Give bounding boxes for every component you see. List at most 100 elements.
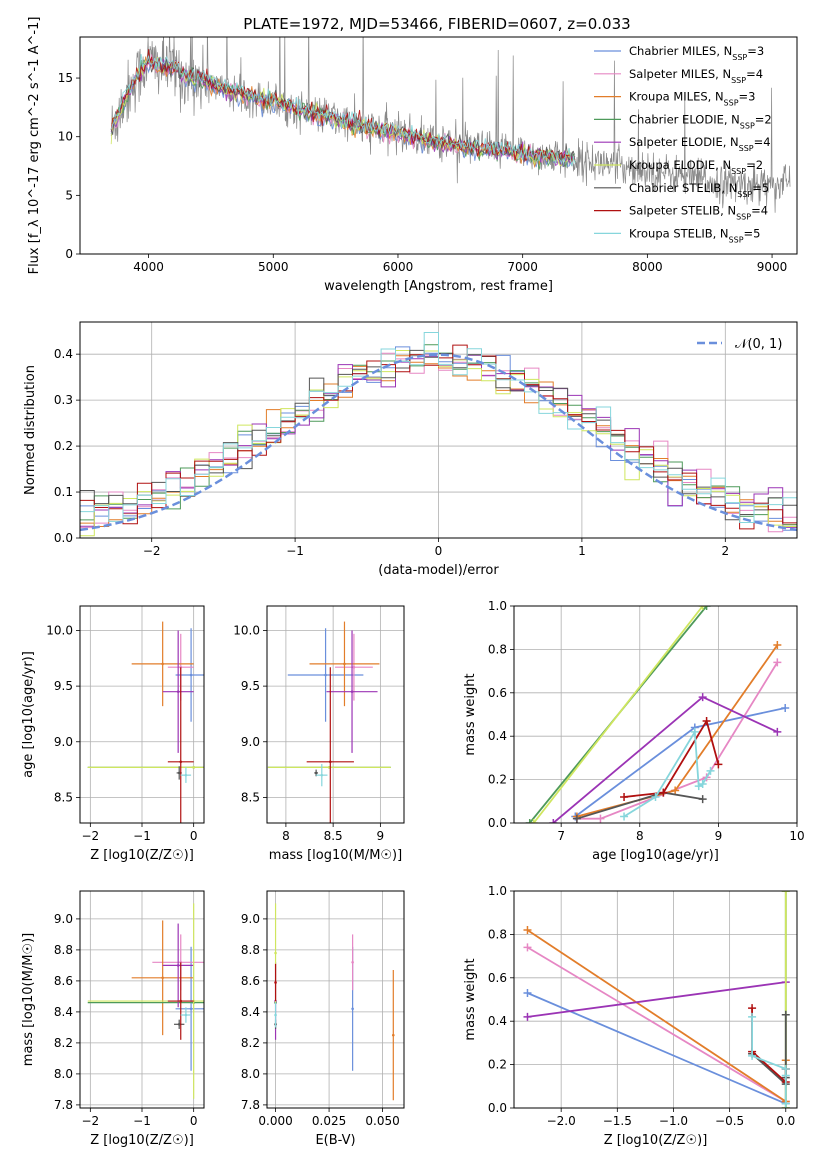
- series-marker: [523, 988, 532, 997]
- series-marker: [773, 658, 782, 667]
- series-marker: [773, 727, 782, 736]
- x-tick-label: −2: [81, 829, 99, 843]
- errorbar-point: [351, 1007, 354, 1011]
- series-marker: [714, 760, 723, 769]
- panel-mass_vs_EBV: 0.000 0.025 0.050 7.8 8.0 8.2 8.4 8.6 8.8 9.0 E(B-…: [241, 890, 405, 1148]
- x-axis-label: Z [log10(Z/Z☉)]: [90, 1133, 194, 1148]
- panel-age_vs_Z: −2 −1 0 8.5 9.0 9.5 10.0 Z [log10(Z/Z☉)] age [lo…: [21, 605, 205, 863]
- y-tick-label: 8.0: [241, 1067, 260, 1081]
- legend-entry: 𝒩(0, 1): [735, 337, 782, 352]
- x-tick-label: 0: [435, 544, 443, 558]
- x-tick-label: 0.050: [365, 1114, 399, 1128]
- errorbar-point: [343, 662, 346, 666]
- y-tick-label: 0.1: [54, 485, 73, 499]
- series-marker: [702, 606, 711, 610]
- y-tick-label: 8.6: [241, 974, 260, 988]
- errorbar-point: [324, 673, 327, 677]
- x-tick-label: 10: [789, 829, 804, 843]
- y-tick-label: 0.4: [488, 1014, 507, 1028]
- y-tick-label: 8.2: [54, 1036, 73, 1050]
- x-tick-label: −1: [133, 1114, 151, 1128]
- series-line: [623, 718, 720, 798]
- errorbar-point: [177, 1023, 181, 1026]
- series-marker: [702, 717, 711, 726]
- x-tick-label: −2: [143, 544, 161, 558]
- errorbar-point: [176, 964, 180, 967]
- plot-area: [267, 621, 391, 823]
- x-axis-label: E(B-V): [315, 1133, 355, 1148]
- y-tick-label: 9.0: [54, 735, 73, 749]
- plot-area: [525, 606, 790, 823]
- y-tick-label: 0.2: [54, 439, 73, 453]
- x-tick-label: −1: [133, 829, 151, 843]
- x-tick-label: 0.025: [312, 1114, 346, 1128]
- legend-entry: Kroupa STELIB, NSSP=5: [629, 226, 760, 244]
- figure-title: PLATE=1972, MJD=53466, FIBERID=0607, z=0…: [243, 15, 630, 33]
- series-marker: [671, 786, 680, 795]
- errorbar-point: [274, 951, 277, 955]
- x-tick-label: −1.0: [659, 1114, 688, 1128]
- y-axis-label: mass weight: [463, 673, 478, 755]
- axes-frame: [513, 605, 798, 824]
- series-marker: [572, 814, 581, 823]
- x-tick-label: 4000: [133, 260, 164, 274]
- panel-massweight_vs_Z: −2.0 −1.5 −1.0 −0.5 0.0 0.0 0.2 0.4 0.6 0.8 1.0 Z […: [463, 884, 798, 1148]
- histogram-step: [80, 332, 797, 523]
- plot-area: [110, 37, 791, 213]
- panel-massweight_vs_age: 7 8 9 10 0.0 0.2 0.4 0.6 0.8 1.0 age [log10(age/yr…: [463, 599, 805, 863]
- x-tick-label: −0.5: [715, 1114, 744, 1128]
- x-tick-label: 8: [636, 829, 644, 843]
- errorbar-point: [350, 690, 354, 693]
- y-tick-label: 0.8: [488, 927, 507, 941]
- y-tick-label: 8.6: [54, 974, 73, 988]
- y-tick-label: 1.0: [488, 884, 507, 898]
- y-tick-label: 8.2: [241, 1036, 260, 1050]
- x-tick-label: −1.5: [603, 1114, 632, 1128]
- series-marker: [529, 819, 538, 823]
- panel-mass_vs_Z: −2 −1 0 7.8 8.0 8.2 8.4 8.6 8.8 9.0 Z [log10(Z/Z☉)…: [21, 890, 205, 1148]
- series-line: [527, 981, 786, 1018]
- series-marker: [781, 1099, 790, 1108]
- x-tick-label: −2.0: [547, 1114, 576, 1128]
- y-axis-label: mass weight: [463, 958, 478, 1040]
- y-axis-label: Normed distribution: [23, 365, 38, 495]
- x-tick-label: 6000: [383, 260, 414, 274]
- x-tick-label: 0.000: [258, 1114, 292, 1128]
- x-tick-label: 8000: [632, 260, 663, 274]
- axes-frame: [266, 890, 405, 1109]
- plot-area: [87, 621, 204, 823]
- errorbar-point: [184, 1013, 188, 1017]
- plot-area: [523, 891, 790, 1108]
- y-axis-label: age [log10(age/yr)]: [21, 651, 36, 778]
- series-marker: [523, 926, 532, 935]
- errorbar-point: [179, 760, 183, 764]
- series-marker: [698, 693, 707, 702]
- errorbar-point: [179, 999, 183, 1003]
- errorbar-point: [352, 665, 356, 669]
- legend-entry: Chabrier ELODIE, NSSP=2: [629, 112, 772, 129]
- y-tick-label: 5: [65, 188, 73, 202]
- y-tick-label: 0.0: [488, 816, 507, 830]
- legend-entry: Salpeter ELODIE, NSSP=4: [629, 135, 771, 153]
- errorbar-point: [391, 1033, 395, 1037]
- x-tick-label: 9: [377, 829, 385, 843]
- y-tick-label: 9.5: [54, 679, 73, 693]
- errorbar-point: [274, 981, 277, 984]
- series-marker: [781, 1071, 790, 1080]
- errorbar-point: [351, 961, 354, 964]
- x-tick-label: 8: [282, 829, 290, 843]
- series-marker: [781, 891, 790, 895]
- y-tick-label: 0.4: [54, 347, 73, 361]
- axes-frame: [513, 890, 798, 1109]
- x-tick-label: 7000: [507, 260, 538, 274]
- x-tick-label: 8.5: [324, 829, 343, 843]
- errorbar-point: [189, 673, 193, 677]
- y-tick-label: 10.0: [233, 623, 260, 637]
- y-tick-label: 8.5: [54, 790, 73, 804]
- series-marker: [773, 641, 782, 650]
- series-marker: [596, 814, 605, 823]
- y-tick-label: 0.6: [488, 686, 507, 700]
- y-tick-label: 7.8: [241, 1098, 260, 1112]
